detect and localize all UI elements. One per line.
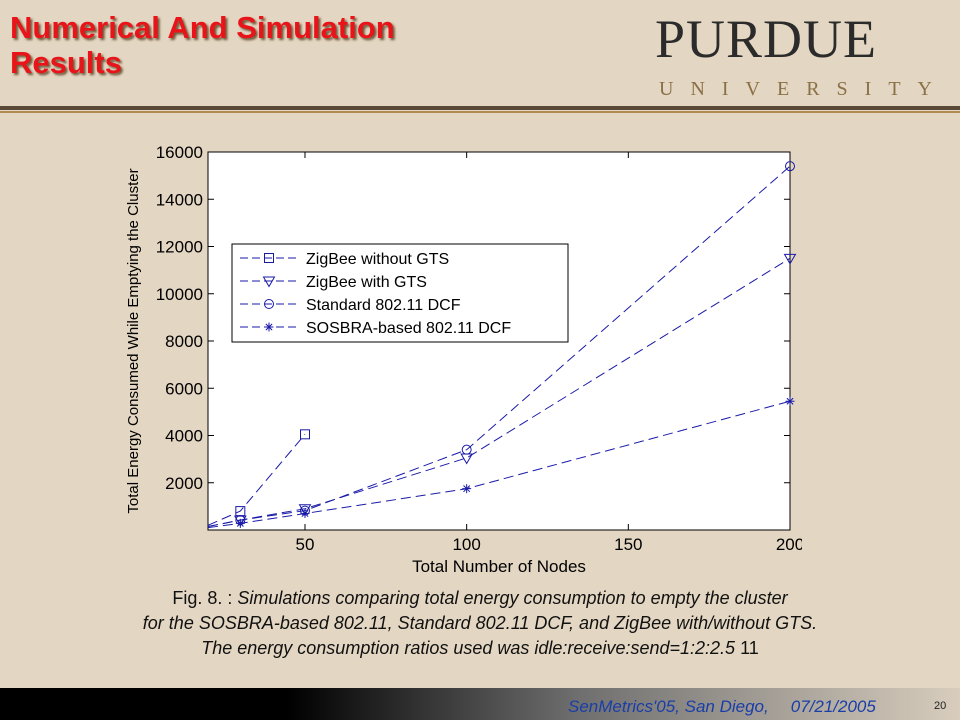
y-tick-label: 6000 xyxy=(165,379,203,398)
y-tick-label: 12000 xyxy=(156,238,203,257)
logo-subtitle: UNIVERSITY xyxy=(659,78,949,100)
legend-marker xyxy=(262,276,276,288)
series-sosbra-based-802-11-dcf xyxy=(207,396,795,529)
data-point-sosbra-based-802-11-dcf xyxy=(300,508,310,518)
caption-reference: 11 xyxy=(740,638,759,658)
slide-title-line-1: Numerical And Simulation xyxy=(10,10,395,45)
legend-label: ZigBee without GTS xyxy=(306,251,449,268)
caption-text-1: Simulations comparing total energy consu… xyxy=(237,588,788,608)
footer-date: 07/21/2005 xyxy=(790,697,876,716)
legend-marker xyxy=(264,322,274,332)
y-tick-label: 2000 xyxy=(165,474,203,493)
caption-text-3: The energy consumption ratios used was i… xyxy=(201,638,736,658)
y-tick-label: 4000 xyxy=(165,427,203,446)
legend-item-sosbra-based-802-11-dcf: SOSBRA-based 802.11 DCF xyxy=(240,320,511,337)
series-layer xyxy=(207,161,797,529)
legend-box xyxy=(231,243,569,343)
logo-wordmark: PURDUE xyxy=(655,9,878,69)
caption-line-2: for the SOSBRA-based 802.11, Standard 80… xyxy=(142,613,818,633)
legend-item-zigbee-without-gts: ZigBee without GTS xyxy=(240,251,449,268)
chart-canvas: 50 100 150 200 2000 4000 6000 8000 10000 12000 140… xyxy=(125,143,804,576)
caption-prefix: Fig. 8. : xyxy=(172,588,233,608)
y-tick-label: 10000 xyxy=(156,285,203,304)
legend-item-standard-802-11-dcf: Standard 802.11 DCF xyxy=(240,297,461,314)
data-point-standard-802-11-dcf xyxy=(461,444,472,455)
caption-line-3: The energy consumption ratios used was i… xyxy=(0,636,960,661)
purdue-logo: PURDUE UNIVERSITY xyxy=(655,8,945,103)
x-tick-label: 100 xyxy=(452,535,480,554)
data-point-sosbra-based-802-11-dcf xyxy=(235,518,245,528)
footer-citation: SenMetrics'05, San Diego, 07/21/2005 xyxy=(568,697,876,717)
caption-line-1: Fig. 8. : Simulations comparing total en… xyxy=(0,586,960,611)
energy-chart: 50 100 150 200 2000 4000 6000 8000 10000 12000 140… xyxy=(112,130,804,580)
series-line-zigbee-without-gts xyxy=(207,433,306,526)
data-point-standard-802-11-dcf xyxy=(785,161,795,172)
legend: ZigBee without GTS ZigBee with GTS Standar… xyxy=(231,243,569,343)
legend-item-zigbee-with-gts: ZigBee with GTS xyxy=(240,274,427,291)
y-tick-label: 14000 xyxy=(156,190,203,209)
legend-marker xyxy=(264,253,274,263)
legend-marker xyxy=(264,299,274,309)
slide-title: Numerical And Simulation Results xyxy=(10,10,395,80)
legend-label: SOSBRA-based 802.11 DCF xyxy=(306,320,511,337)
y-tick-label: 8000 xyxy=(165,332,203,351)
data-point-zigbee-with-gts xyxy=(298,504,312,516)
data-point-zigbee-without-gts xyxy=(300,429,310,440)
x-axis-label: Total Number of Nodes xyxy=(412,557,586,576)
y-tick-label: 16000 xyxy=(156,143,203,162)
slide-title-line-2: Results xyxy=(10,45,122,80)
x-tick-label: 50 xyxy=(296,535,315,554)
data-point-sosbra-based-802-11-dcf xyxy=(785,396,795,406)
legend-label: ZigBee with GTS xyxy=(306,274,427,291)
legend-label: Standard 802.11 DCF xyxy=(306,297,461,314)
x-tick-label: 150 xyxy=(614,535,642,554)
data-point-zigbee-with-gts xyxy=(783,253,797,265)
x-tick-label: 200 xyxy=(776,535,802,554)
footer-event: SenMetrics'05, San Diego, xyxy=(568,697,769,716)
figure-caption: Fig. 8. : Simulations comparing total en… xyxy=(0,586,960,661)
data-point-sosbra-based-802-11-dcf xyxy=(462,484,472,494)
y-axis-label: Total Energy Consumed While Emptying the… xyxy=(125,168,142,513)
header-rule xyxy=(0,106,960,110)
footer-bar xyxy=(0,688,960,720)
slide-number: 20 xyxy=(934,700,947,712)
header-rule-accent xyxy=(0,111,960,113)
axis-layer: 50 100 150 200 2000 4000 6000 8000 10000 12000 140… xyxy=(156,143,804,554)
